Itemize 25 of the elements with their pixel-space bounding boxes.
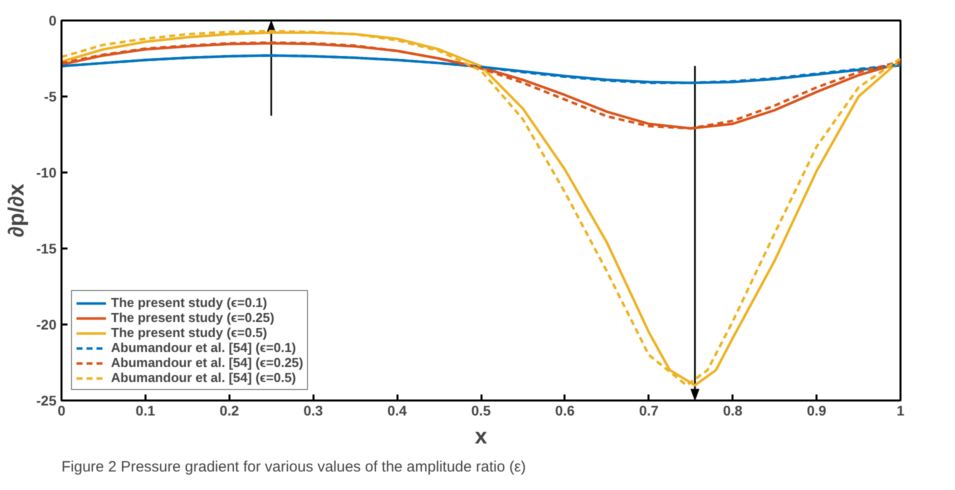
caption: Figure 2 Pressure gradient for various values of the amplitude ratio (ε) [62, 458, 526, 476]
x-tick-label: 0.7 [639, 402, 659, 418]
y-tick-label: 0 [48, 12, 57, 28]
legend-label: Abumandour et al. [54] (ϵ=0.1) [111, 340, 296, 355]
y-axis-title: ∂p/∂x [3, 182, 28, 238]
y-tick-label: -15 [36, 240, 57, 256]
legend-label: The present study (ϵ=0.5) [111, 325, 268, 340]
y-tick-label: -20 [36, 316, 57, 332]
y-tick-label: -5 [44, 88, 57, 104]
y-tick-label: -25 [36, 392, 57, 408]
x-tick-label: 0.1 [136, 402, 156, 418]
x-tick-label: 0.5 [471, 402, 491, 418]
legend-label: The present study (ϵ=0.25) [111, 310, 274, 325]
legend-label: The present study (ϵ=0.1) [111, 295, 268, 310]
x-tick-label: 1 [896, 402, 905, 418]
x-tick-label: 0.2 [220, 402, 240, 418]
legend-label: Abumandour et al. [54] (ϵ=0.5) [111, 370, 296, 385]
x-tick-label: 0.6 [555, 402, 575, 418]
x-axis-title: x [474, 424, 488, 448]
x-tick-label: 0.8 [722, 402, 743, 418]
x-tick-label: 0.3 [303, 402, 324, 418]
x-tick-label: 0.9 [806, 402, 827, 418]
y-tick-label: -10 [36, 164, 57, 180]
x-tick-label: 0.4 [387, 402, 408, 418]
legend-label: Abumandour et al. [54] (ϵ=0.25) [111, 355, 304, 370]
